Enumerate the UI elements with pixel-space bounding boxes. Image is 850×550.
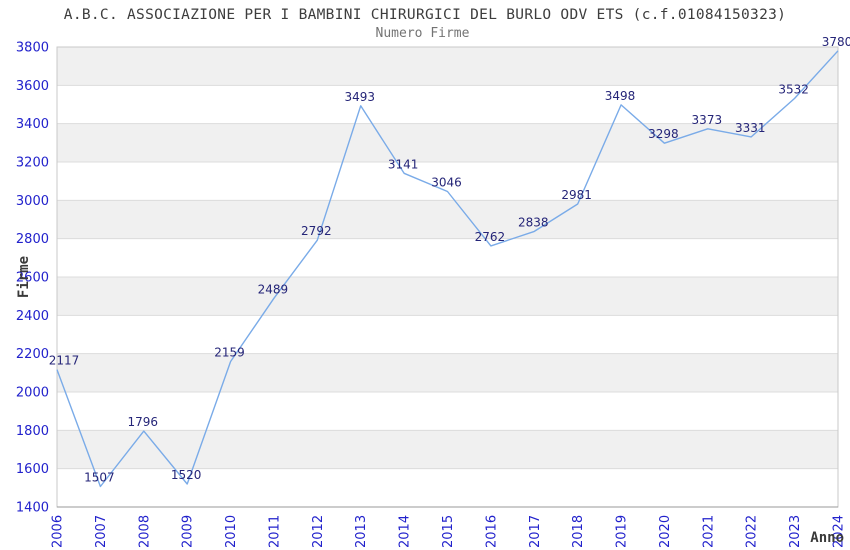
x-tick-label: 2017 xyxy=(528,515,543,548)
y-tick-label: 1400 xyxy=(16,501,49,516)
y-tick-label: 2200 xyxy=(16,347,49,362)
x-tick-label: 2006 xyxy=(51,515,66,548)
grid-band xyxy=(57,200,838,239)
grid-band xyxy=(57,47,838,86)
grid-band xyxy=(57,430,838,469)
data-label: 1796 xyxy=(128,415,159,429)
x-tick-label: 2022 xyxy=(745,515,760,548)
y-tick-label: 3200 xyxy=(16,156,49,171)
data-label: 2792 xyxy=(301,224,332,238)
y-tick-label: 3400 xyxy=(16,117,49,132)
data-label: 2981 xyxy=(561,188,592,202)
data-label: 2489 xyxy=(258,282,289,296)
data-label: 3141 xyxy=(388,157,419,171)
data-label: 3780 xyxy=(822,35,850,49)
x-tick-label: 2013 xyxy=(354,515,369,548)
grid-band xyxy=(57,277,838,316)
data-label: 3046 xyxy=(431,176,462,190)
data-label: 3532 xyxy=(778,82,809,96)
data-label: 1520 xyxy=(171,468,202,482)
x-tick-label: 2023 xyxy=(788,515,803,548)
y-tick-label: 3600 xyxy=(16,79,49,94)
x-tick-label: 2010 xyxy=(224,515,239,548)
y-tick-label: 1600 xyxy=(16,462,49,477)
data-label: 2838 xyxy=(518,215,549,229)
x-tick-label: 2020 xyxy=(658,515,673,548)
chart-subtitle: Numero Firme xyxy=(375,26,470,41)
x-tick-label: 2018 xyxy=(571,515,586,548)
y-tick-label: 2000 xyxy=(16,386,49,401)
x-tick-label: 2024 xyxy=(832,515,847,548)
y-axis-title: Firme xyxy=(16,255,32,299)
chart-title: A.B.C. ASSOCIAZIONE PER I BAMBINI CHIRUR… xyxy=(63,7,787,23)
grid-band xyxy=(57,353,838,392)
x-tick-label: 2021 xyxy=(701,515,716,548)
y-tick-label: 3000 xyxy=(16,194,49,209)
data-label: 3498 xyxy=(605,89,636,103)
x-tick-label: 2011 xyxy=(267,515,282,548)
x-tick-label: 2012 xyxy=(311,515,326,548)
data-label: 2159 xyxy=(214,346,245,360)
data-label: 2117 xyxy=(49,354,80,368)
x-tick-label: 2019 xyxy=(615,515,630,548)
x-tick-label: 2007 xyxy=(94,515,109,548)
x-tick-label: 2009 xyxy=(181,515,196,548)
data-label: 3331 xyxy=(735,121,766,135)
x-axis-title: Anno xyxy=(810,530,844,546)
x-tick-label: 2016 xyxy=(484,515,499,548)
data-label: 1507 xyxy=(84,470,115,484)
grid-band xyxy=(57,123,838,162)
y-tick-label: 2400 xyxy=(16,309,49,324)
y-tick-label: 1800 xyxy=(16,424,49,439)
y-tick-label: 3800 xyxy=(16,41,49,56)
data-label: 2762 xyxy=(475,230,506,244)
x-tick-label: 2008 xyxy=(137,515,152,548)
y-tick-label: 2800 xyxy=(16,232,49,247)
x-tick-label: 2014 xyxy=(398,515,413,548)
y-tick-label: 2600 xyxy=(16,271,49,286)
series-line xyxy=(56,50,839,488)
data-label: 3373 xyxy=(692,113,723,127)
data-label: 3493 xyxy=(344,90,375,104)
data-label: 3298 xyxy=(648,127,679,141)
x-tick-label: 2015 xyxy=(441,515,456,548)
